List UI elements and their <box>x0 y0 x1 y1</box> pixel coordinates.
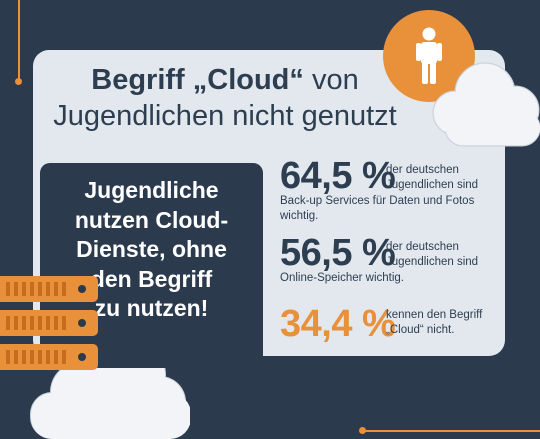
stat-desc-line: Jugendlichen sind <box>386 179 479 191</box>
cloud-icon <box>432 62 540 147</box>
title-line2: Jugendlichen nicht genutzt <box>53 100 397 132</box>
stat-desc-line: Jugendlichen sind <box>386 256 479 268</box>
stat-desc-line: kennen den Begriff <box>386 309 483 321</box>
title-bold: Begriff „Cloud“ <box>91 64 304 96</box>
stat-extra: Online-Speicher wichtig. <box>280 271 404 286</box>
stat-value: 56,5 % <box>280 232 396 274</box>
stat-desc-line: „Cloud“ nicht. <box>386 324 455 336</box>
highlight-line: zu nutzen! <box>94 295 209 321</box>
highlight-line: Dienste, ohne <box>76 236 227 262</box>
server-icon <box>0 276 98 370</box>
stat-desc: kennen den Begriff „Cloud“ nicht. <box>386 308 482 338</box>
stat-desc-line: der deutschen <box>386 164 459 176</box>
page-title: Begriff „Cloud“ von Jugendlichen nicht g… <box>40 62 410 134</box>
highlight-text: Jugendliche nutzen Cloud- Dienste, ohne … <box>40 176 263 324</box>
stat-extra-line: Online-Speicher wichtig. <box>280 272 405 284</box>
highlight-line: Jugendliche <box>84 177 219 203</box>
highlight-line: nutzen Cloud- <box>74 206 229 233</box>
stat-extra-line: wichtig. <box>280 210 319 222</box>
stat-desc: der deutschen Jugendlichen sind <box>386 163 478 193</box>
decor-dot-bottom <box>359 427 366 434</box>
highlight-line: den Begriff <box>90 265 213 292</box>
stat-value: 34,4 % <box>280 303 396 345</box>
stat-desc-line: der deutschen <box>386 241 459 253</box>
decor-dot-left <box>15 78 22 85</box>
decor-line-left <box>18 0 20 80</box>
decor-line-bottom <box>362 430 540 432</box>
stat-value: 64,5 % <box>280 155 396 197</box>
stat-desc: der deutschen Jugendlichen sind <box>386 240 478 270</box>
stat-extra: Back-up Services für Daten und Fotos wic… <box>280 194 474 224</box>
person-icon <box>416 27 442 84</box>
stat-extra-line: Back-up Services für Daten und Fotos <box>280 195 475 207</box>
title-tail: von <box>303 64 359 96</box>
